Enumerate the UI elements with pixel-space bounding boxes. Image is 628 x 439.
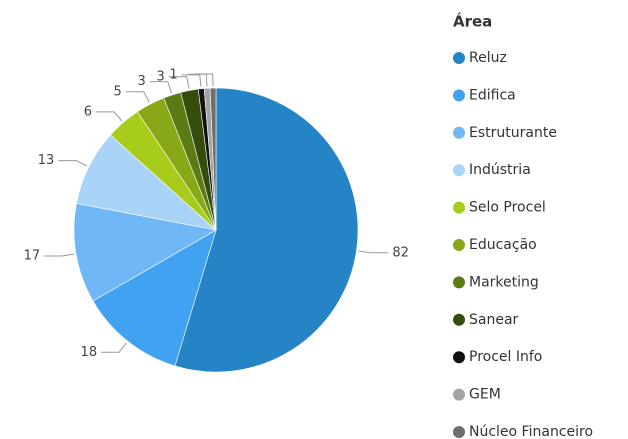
data-label: 18 — [81, 345, 98, 360]
pie-slice — [73, 203, 217, 302]
legend-marker — [453, 276, 465, 289]
legend-text: Marketing — [469, 274, 539, 290]
legend-marker — [453, 313, 465, 326]
legend-text: GEM — [469, 387, 501, 403]
data-label: 5 — [113, 84, 121, 99]
pie-slice — [209, 87, 217, 231]
legend-marker — [453, 426, 465, 438]
legend-marker — [453, 388, 465, 401]
data-label: 82 — [392, 245, 409, 260]
leader-line — [149, 81, 172, 94]
legend-text: Reluz — [469, 50, 507, 66]
data-label: 3 — [138, 74, 146, 89]
data-label: 3 — [156, 69, 164, 84]
legend-marker — [453, 126, 465, 139]
legend-marker — [453, 164, 465, 177]
leader-line — [181, 74, 202, 87]
legend-title: Área — [453, 12, 492, 31]
legend-text: Selo Procel — [469, 200, 546, 216]
data-label: 6 — [84, 104, 92, 119]
legend-marker — [453, 239, 465, 251]
legend-text: Sanear — [469, 312, 519, 328]
pie-slice — [92, 229, 217, 367]
legend-text: Edifica — [469, 87, 516, 103]
legend-text: Procel Info — [469, 349, 542, 365]
legend-text: Indústria — [469, 162, 531, 178]
leader-line — [101, 342, 127, 353]
legend-marker — [453, 52, 465, 64]
data-label: 13 — [38, 153, 55, 168]
leader-line — [96, 111, 123, 122]
legend-marker — [453, 351, 465, 364]
leader-line — [194, 73, 214, 87]
leader-line — [188, 73, 208, 87]
pie-slice — [174, 87, 359, 373]
leader-line — [358, 250, 389, 254]
leader-line — [58, 160, 88, 167]
legend-text: Núcleo Financeiro — [469, 424, 593, 439]
leader-line — [168, 76, 190, 89]
legend-text: Estruturante — [469, 125, 557, 141]
data-label: 17 — [24, 249, 41, 264]
legend-marker — [453, 89, 465, 102]
legend-marker — [453, 201, 465, 214]
leader-line — [125, 91, 150, 103]
legend-text: Educação — [469, 237, 537, 253]
leader-line — [44, 253, 75, 257]
data-label: 1 — [169, 67, 177, 82]
